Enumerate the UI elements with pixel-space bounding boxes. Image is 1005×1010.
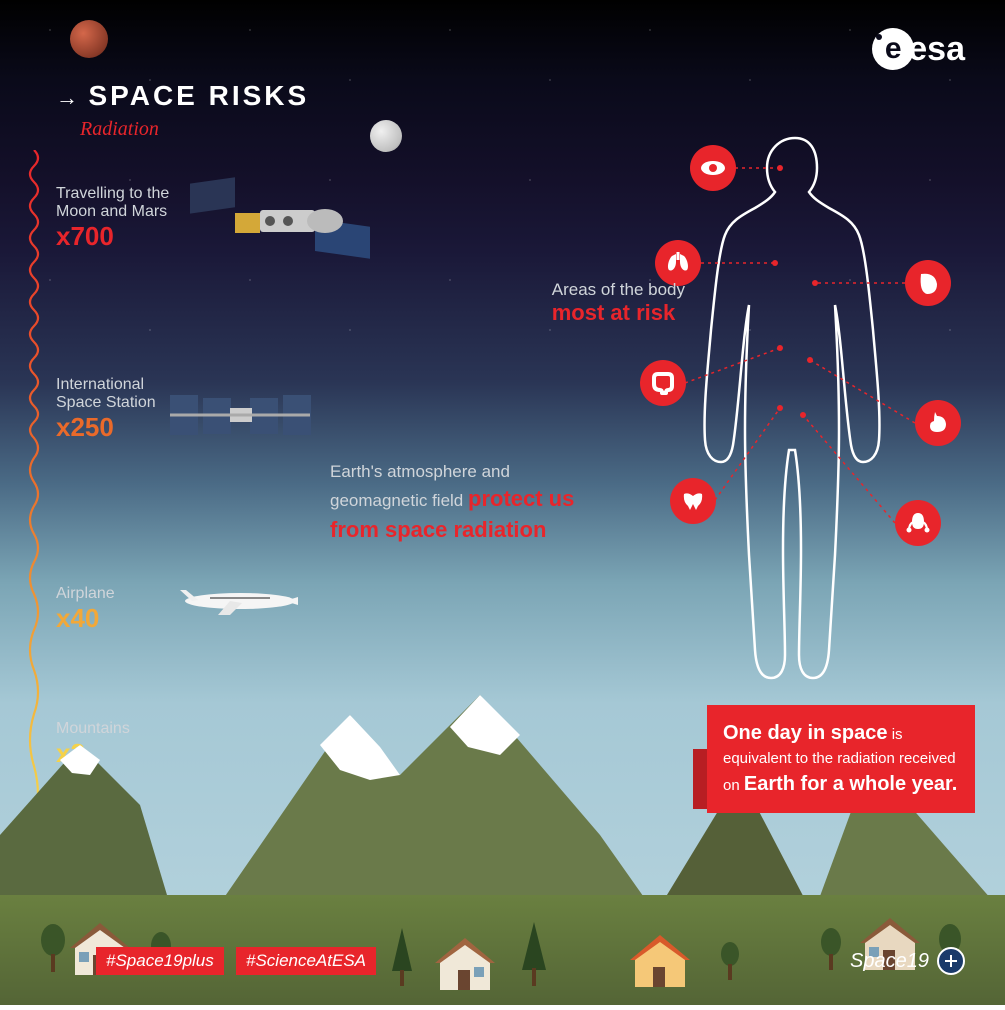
title-block: → SPACE RISKS Radiation (56, 80, 309, 141)
level-value: x2 (56, 738, 130, 769)
level-label: Airplane (56, 585, 115, 603)
tree-icon (720, 942, 740, 985)
airplane-icon (180, 585, 300, 617)
mars-icon (70, 20, 108, 58)
level-label: InternationalSpace Station (56, 376, 156, 412)
fact-seg1: One day in space (723, 722, 888, 744)
esa-logo: e esa (872, 28, 965, 70)
house-icon (625, 932, 695, 987)
title-arrow-icon: → (56, 85, 78, 110)
tree-icon (520, 920, 548, 991)
esa-logo-text: esa (908, 30, 965, 69)
badge-text: Space19 (850, 950, 929, 973)
radiation-level: Travelling to theMoon and Marsx700 (56, 185, 169, 252)
stomach-icon (915, 400, 961, 446)
body-risk-label: Areas of the body most at risk (552, 280, 685, 326)
radiation-level: Airplanex40 (56, 585, 115, 634)
iss-icon (165, 390, 315, 440)
level-label: Ground (56, 845, 109, 863)
fact-box: One day in space is equivalent to the ra… (707, 705, 975, 813)
plus-badge-icon (937, 947, 965, 975)
radiation-level: InternationalSpace Stationx250 (56, 376, 156, 443)
tree-icon (40, 924, 66, 977)
radiation-wave-axis (24, 150, 44, 940)
subtitle: Radiation (80, 118, 309, 141)
main-title: SPACE RISKS (88, 80, 309, 111)
esa-logo-e: e (885, 32, 902, 66)
atmosphere-text: Earth's atmosphere and geomagnetic field… (330, 460, 574, 545)
level-value: x250 (56, 412, 156, 443)
atm-line2: geomagnetic field (330, 491, 463, 510)
radiation-level: Mountainsx2 (56, 720, 130, 769)
tree-icon (820, 928, 842, 975)
body-label-line1: Areas of the body (552, 280, 685, 299)
level-label: Travelling to theMoon and Mars (56, 185, 169, 221)
level-value: x1 (56, 863, 109, 894)
hashtag-1: #Space19plus (96, 947, 224, 975)
moon-icon (370, 120, 402, 152)
level-value: x40 (56, 603, 115, 634)
house-icon (430, 935, 500, 990)
spacecraft-icon (180, 175, 380, 265)
atm-emph2: from space radiation (330, 517, 546, 542)
hashtag-2: #ScienceAtESA (236, 947, 376, 975)
esa-logo-circle: e (872, 28, 914, 70)
uterus-icon (895, 500, 941, 546)
breast-icon (905, 260, 951, 306)
eye-icon (690, 145, 736, 191)
radiation-level: Groundx1 (56, 845, 109, 894)
tree-icon (390, 926, 414, 991)
fact-seg3: Earth for a whole year. (744, 773, 957, 795)
pelvis-icon (670, 478, 716, 524)
body-label-emph: most at risk (552, 300, 676, 325)
colon-icon (640, 360, 686, 406)
level-label: Mountains (56, 720, 130, 738)
level-value: x700 (56, 221, 169, 252)
space19-badge: Space19 (850, 947, 965, 975)
body-diagram (625, 130, 965, 690)
atm-emph1: protect us (468, 486, 574, 511)
atm-line1: Earth's atmosphere and (330, 462, 510, 481)
